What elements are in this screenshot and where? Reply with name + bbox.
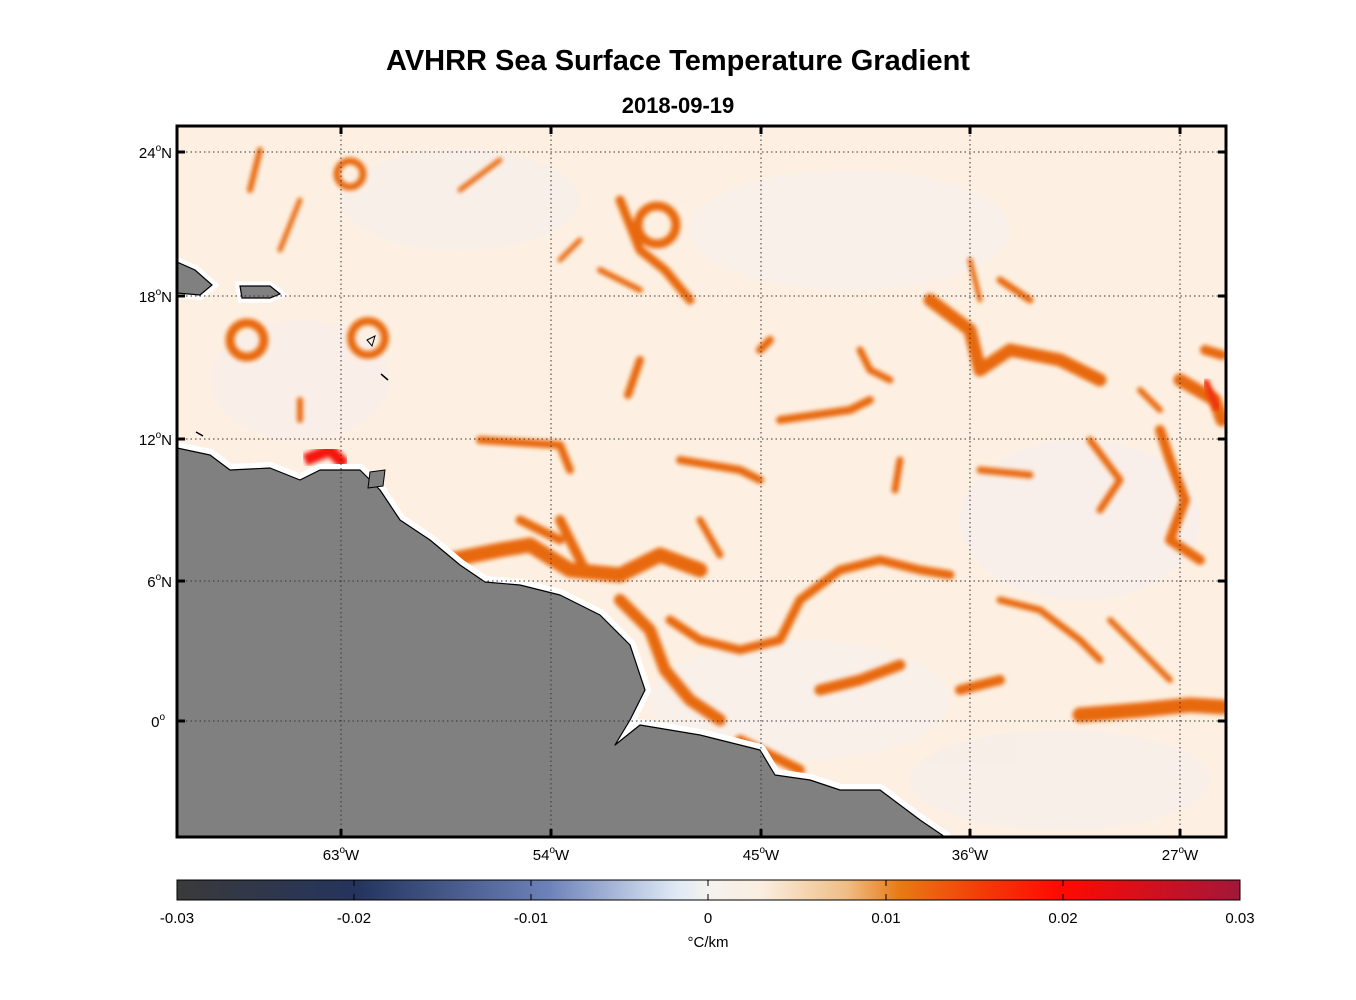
sst-gradient-field bbox=[177, 126, 1226, 837]
lon-label: 63oW bbox=[323, 845, 360, 864]
colorbar-tick-label: 0.02 bbox=[1048, 910, 1077, 927]
colorbar-tick-label: 0 bbox=[704, 910, 712, 927]
graticule bbox=[177, 126, 1226, 837]
colorbar-unit-label: °C/km bbox=[688, 934, 729, 951]
lat-label: 18oN bbox=[139, 287, 172, 306]
lat-label: 12oN bbox=[139, 430, 172, 449]
colorbar-tick-label: -0.02 bbox=[337, 910, 371, 927]
colorbar-tick-label: -0.01 bbox=[514, 910, 548, 927]
colorbar-tick-label: 0.01 bbox=[871, 910, 900, 927]
chart-subtitle: 2018-09-19 bbox=[621, 93, 735, 118]
colorbar: -0.03 -0.02 -0.01 0 0.01 0.02 0.03 °C/km bbox=[160, 879, 1255, 951]
lat-label: 0o bbox=[151, 712, 165, 731]
sst-fronts bbox=[225, 147, 1226, 775]
map-frame bbox=[175, 124, 1228, 839]
land-mass bbox=[177, 256, 951, 837]
lon-label: 45oW bbox=[743, 845, 780, 864]
frame-ticks bbox=[177, 126, 1226, 837]
lat-label: 24oN bbox=[139, 143, 172, 162]
lon-label: 36oW bbox=[952, 845, 989, 864]
latitude-labels: 24oN 18oN 12oN 6oN 0o bbox=[139, 143, 172, 731]
lat-label: 6oN bbox=[147, 572, 172, 591]
lon-label: 27oW bbox=[1162, 845, 1199, 864]
chart-title: AVHRR Sea Surface Temperature Gradient bbox=[386, 45, 970, 77]
background-texture bbox=[210, 150, 1210, 830]
longitude-labels: 63oW 54oW 45oW 36oW 27oW bbox=[323, 845, 1199, 864]
colorbar-tick-label: 0.03 bbox=[1225, 910, 1254, 927]
colorbar-tick-label: -0.03 bbox=[160, 910, 194, 927]
colorbar-ticks bbox=[353, 880, 1064, 900]
lon-label: 54oW bbox=[533, 845, 570, 864]
